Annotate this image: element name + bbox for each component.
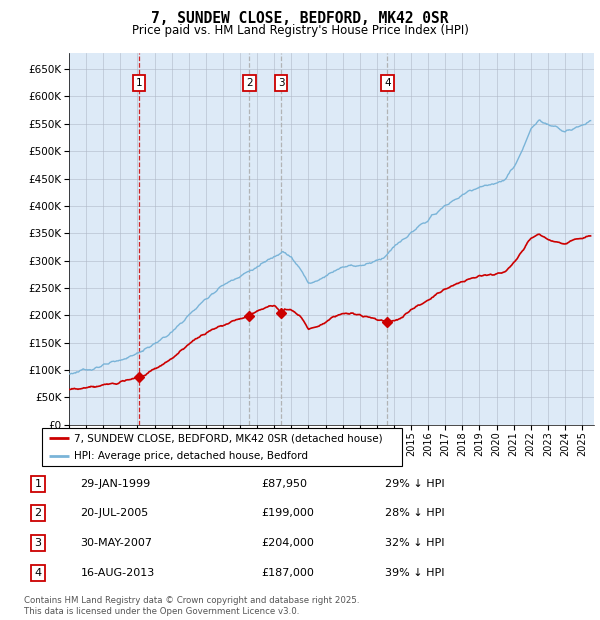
Text: 28% ↓ HPI: 28% ↓ HPI xyxy=(385,508,445,518)
Text: 29% ↓ HPI: 29% ↓ HPI xyxy=(385,479,445,489)
Text: £199,000: £199,000 xyxy=(261,508,314,518)
Text: £87,950: £87,950 xyxy=(261,479,307,489)
Text: HPI: Average price, detached house, Bedford: HPI: Average price, detached house, Bedf… xyxy=(74,451,308,461)
FancyBboxPatch shape xyxy=(42,428,402,466)
Text: 2: 2 xyxy=(246,78,253,88)
Text: 4: 4 xyxy=(35,568,41,578)
Text: 32% ↓ HPI: 32% ↓ HPI xyxy=(385,538,445,548)
Text: £187,000: £187,000 xyxy=(261,568,314,578)
Text: 3: 3 xyxy=(35,538,41,548)
Text: 7, SUNDEW CLOSE, BEDFORD, MK42 0SR: 7, SUNDEW CLOSE, BEDFORD, MK42 0SR xyxy=(151,11,449,26)
Text: 3: 3 xyxy=(278,78,284,88)
Text: 2: 2 xyxy=(35,508,41,518)
Text: Price paid vs. HM Land Registry's House Price Index (HPI): Price paid vs. HM Land Registry's House … xyxy=(131,24,469,37)
Text: 20-JUL-2005: 20-JUL-2005 xyxy=(80,508,149,518)
Text: 39% ↓ HPI: 39% ↓ HPI xyxy=(385,568,445,578)
Text: 1: 1 xyxy=(136,78,142,88)
Text: 7, SUNDEW CLOSE, BEDFORD, MK42 0SR (detached house): 7, SUNDEW CLOSE, BEDFORD, MK42 0SR (deta… xyxy=(74,433,383,443)
Text: 30-MAY-2007: 30-MAY-2007 xyxy=(80,538,152,548)
Text: 16-AUG-2013: 16-AUG-2013 xyxy=(80,568,155,578)
Text: £204,000: £204,000 xyxy=(261,538,314,548)
Text: Contains HM Land Registry data © Crown copyright and database right 2025.
This d: Contains HM Land Registry data © Crown c… xyxy=(24,596,359,616)
Text: 1: 1 xyxy=(35,479,41,489)
Text: 29-JAN-1999: 29-JAN-1999 xyxy=(80,479,151,489)
Text: 4: 4 xyxy=(384,78,391,88)
